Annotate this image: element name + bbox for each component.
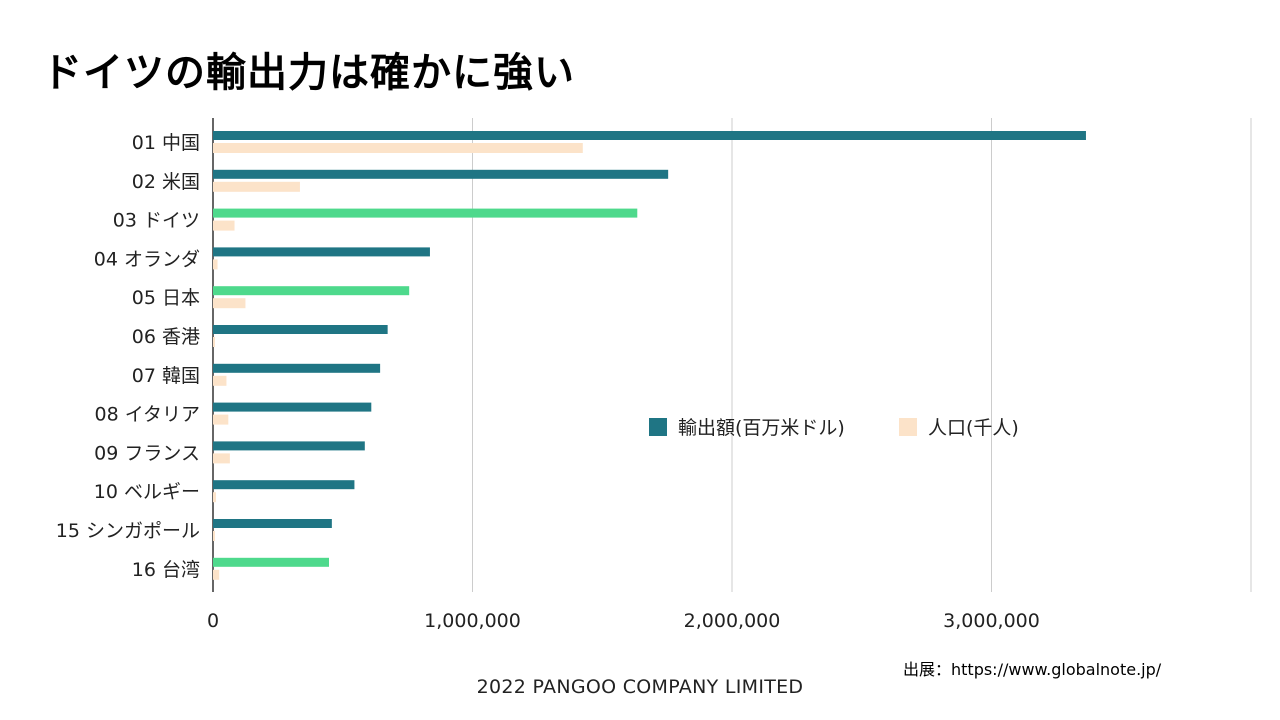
category-label: 04 オランダ [94,248,200,270]
legend-swatch-population [899,418,917,436]
category-label: 07 韓国 [132,365,200,387]
gridlines [212,118,1252,592]
bar-population [213,453,230,464]
legend-swatch-export [649,418,667,436]
bar-export [213,557,329,567]
bar-export [213,402,372,412]
legend: 輸出額(百万米ドル) 人口(千人) [649,417,1019,439]
category-label: 06 香港 [132,326,200,348]
category-label: 02 米国 [132,171,200,193]
category-label: 08 イタリア [95,404,200,426]
bar-export [213,325,388,334]
bar-export [213,169,669,179]
bar-export [213,208,638,218]
copyright-footer: 2022 PANGOO COMPANY LIMITED [476,676,804,698]
x-tick-labels: 0 1,000,000 2,000,000 3,000,000 [207,610,1040,632]
bar-population [213,259,218,270]
bar-population [213,531,215,541]
legend-label-export: 輸出額(百万米ドル) [678,417,845,439]
bar-population [213,569,220,580]
bar-population [213,375,227,386]
source-citation: 出展：https://www.globalnote.jp/ [903,660,1162,679]
bar-export [213,441,365,451]
x-tick-label: 3,000,000 [943,610,1040,632]
bar-population [213,337,215,347]
page-title: ドイツの輸出力は確かに強い [42,50,575,96]
legend-label-population: 人口(千人) [928,417,1019,439]
category-label: 05 日本 [132,287,200,309]
x-tick-label: 0 [207,610,219,632]
bar-population [213,143,583,153]
bar-export [213,286,410,296]
bar-export [213,131,1086,140]
x-tick-label: 2,000,000 [684,610,781,632]
x-tick-label: 1,000,000 [424,610,521,632]
bar-population [213,220,235,231]
bars [213,131,1086,580]
category-label: 16 台湾 [132,559,200,581]
bar-population [213,181,300,192]
category-label: 03 ドイツ [113,210,200,232]
category-label: 15 シンガポール [56,520,200,542]
bar-population [213,414,229,425]
bar-export [213,247,430,257]
category-label: 09 フランス [94,442,200,464]
bar-export [213,363,381,373]
category-label: 10 ベルギー [94,481,200,503]
bar-population [213,298,246,309]
bar-population [213,492,217,503]
bar-export [213,480,355,490]
bar-export [213,519,332,528]
category-labels: 01 中国 02 米国 03 ドイツ 04 オランダ 05 日本 06 香港 07 韓国 08… [56,132,200,581]
category-label: 01 中国 [132,132,200,154]
